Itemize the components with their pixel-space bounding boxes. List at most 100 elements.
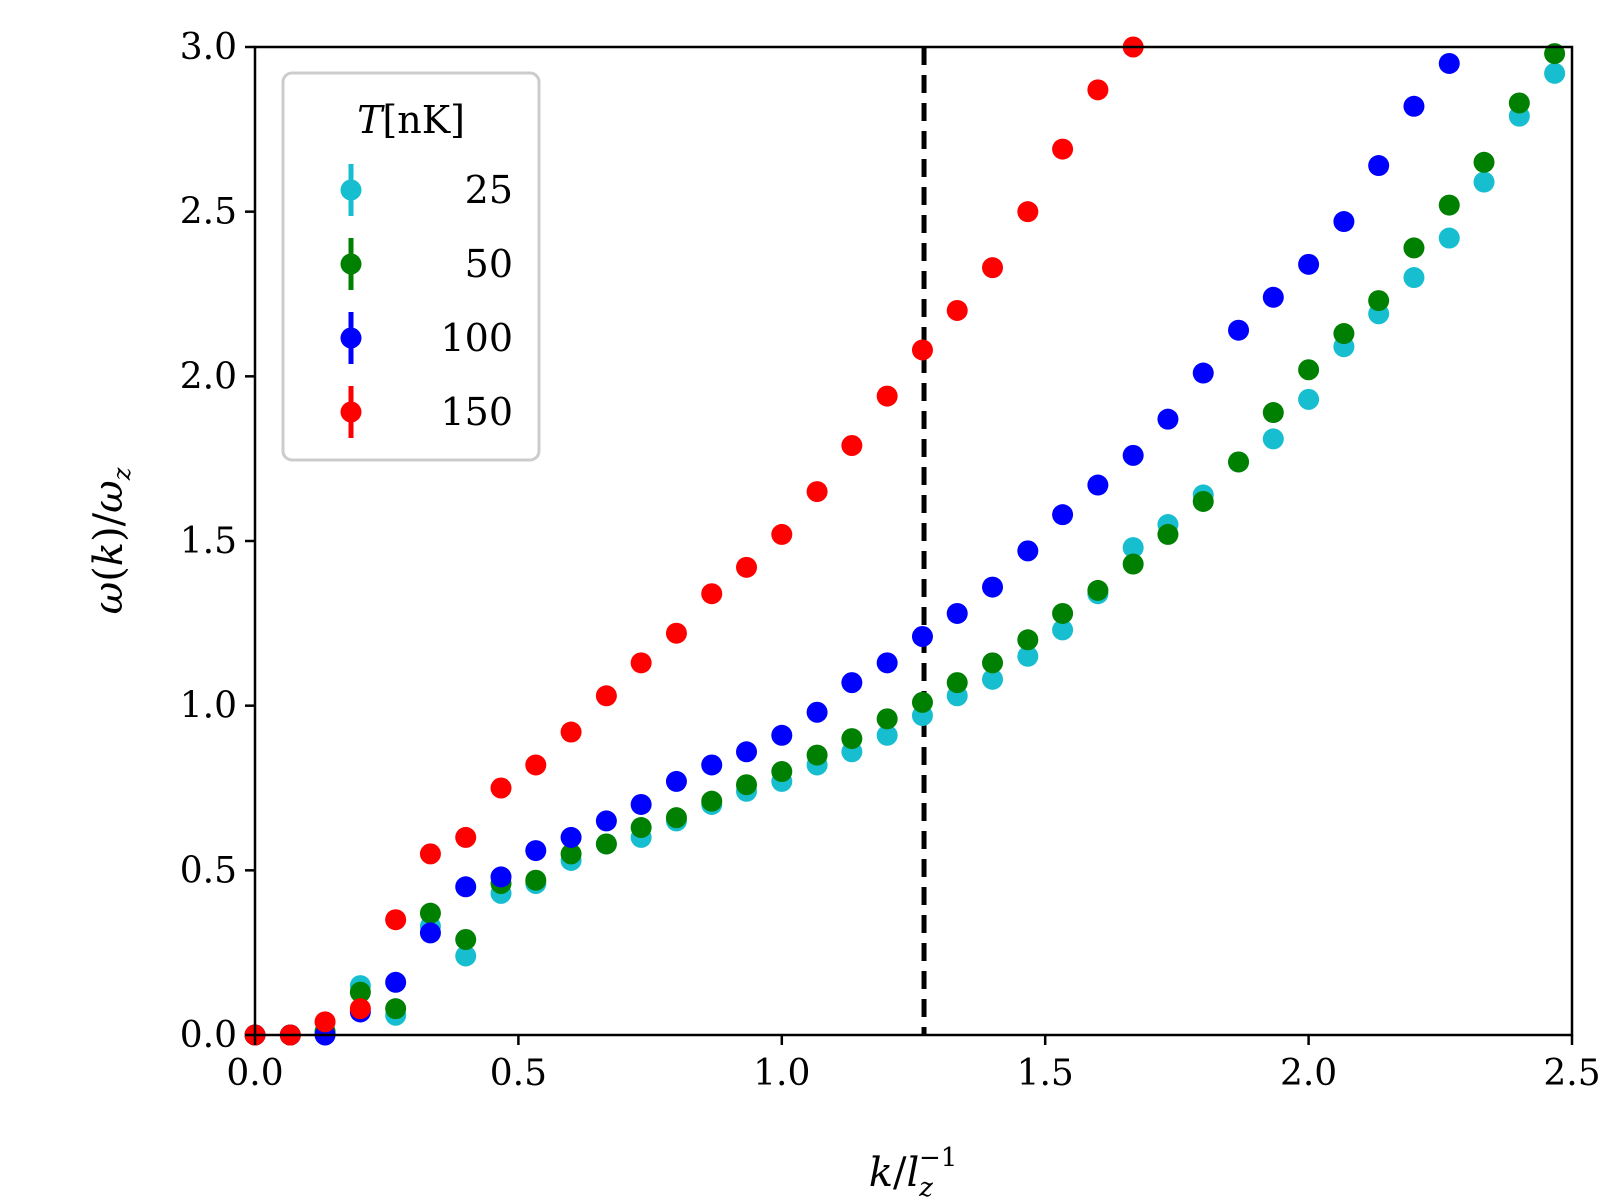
data-point	[1087, 474, 1109, 496]
y-tick-label: 0.0	[180, 1015, 237, 1056]
data-point	[455, 945, 477, 967]
data-point	[490, 777, 512, 799]
data-point	[1192, 490, 1214, 512]
y-tick-label: 2.5	[180, 192, 237, 233]
data-point	[314, 1011, 336, 1033]
legend-marker	[340, 253, 362, 275]
data-point	[876, 724, 898, 746]
data-point	[630, 652, 652, 674]
data-point	[911, 339, 933, 361]
y-tick-label: 1.0	[180, 686, 237, 727]
y-tick-label: 3.0	[180, 27, 237, 68]
data-point	[806, 744, 828, 766]
legend-entry: 100	[340, 312, 513, 364]
data-point	[1122, 553, 1144, 575]
legend-entry: 50	[340, 238, 513, 290]
data-point	[1438, 52, 1460, 74]
legend-entry: 25	[340, 164, 513, 216]
data-point	[771, 761, 793, 783]
data-point	[736, 556, 758, 578]
data-point	[665, 807, 687, 829]
data-point	[771, 523, 793, 545]
data-point	[701, 754, 723, 776]
data-point	[1438, 194, 1460, 216]
data-point	[490, 866, 512, 888]
data-point	[1333, 211, 1355, 233]
data-point	[1438, 227, 1460, 249]
legend-label: 50	[465, 242, 513, 286]
data-point	[876, 652, 898, 674]
data-point	[525, 754, 547, 776]
x-axis-label: k/lz−1	[869, 1143, 958, 1200]
data-point	[911, 691, 933, 713]
data-point	[1508, 92, 1530, 114]
x-tick-label: 2.5	[1543, 1053, 1600, 1094]
data-point	[806, 701, 828, 723]
data-point	[1157, 523, 1179, 545]
data-point	[1473, 151, 1495, 173]
data-point	[665, 622, 687, 644]
legend-label: 25	[465, 168, 513, 212]
data-point	[982, 257, 1004, 279]
data-point	[1157, 408, 1179, 430]
data-point	[1298, 388, 1320, 410]
data-point	[665, 770, 687, 792]
data-point	[1228, 319, 1250, 341]
legend-marker	[340, 327, 362, 349]
x-tick-label: 0.5	[490, 1053, 547, 1094]
data-point	[349, 981, 371, 1003]
data-point	[1298, 359, 1320, 381]
data-point	[1228, 451, 1250, 473]
data-point	[701, 583, 723, 605]
data-point	[982, 652, 1004, 674]
y-tick-label: 0.5	[180, 850, 237, 891]
data-point	[455, 876, 477, 898]
data-point	[841, 434, 863, 456]
data-point	[1122, 444, 1144, 466]
data-point	[560, 721, 582, 743]
data-point	[876, 385, 898, 407]
x-tick-label: 2.0	[1280, 1053, 1337, 1094]
data-point	[1017, 629, 1039, 651]
legend-title: T[nK]	[357, 98, 465, 142]
data-point	[385, 998, 407, 1020]
legend-label: 150	[440, 390, 513, 434]
data-point	[701, 790, 723, 812]
data-point	[771, 724, 793, 746]
data-point	[1262, 286, 1284, 308]
data-point	[1262, 402, 1284, 424]
legend-box	[281, 71, 541, 462]
data-point	[736, 774, 758, 796]
data-point	[525, 869, 547, 891]
legend-label: 100	[440, 316, 513, 360]
y-axis-label: ω(k)/ωz	[86, 467, 136, 614]
x-tick-label: 1.5	[1017, 1053, 1074, 1094]
y-tick-label: 2.0	[180, 356, 237, 397]
data-point	[1298, 253, 1320, 275]
series-50	[244, 43, 1566, 1046]
data-point	[1262, 428, 1284, 450]
axis-ticks: 0.0 0.5 1.0 1.5 2.0 2.5 0.0 0.5 1.0 1.5 2.0 2.5 3.0	[180, 27, 1600, 1094]
data-point	[946, 672, 968, 694]
data-point	[560, 826, 582, 848]
data-point	[1368, 155, 1390, 177]
data-point	[455, 928, 477, 950]
data-point	[1052, 602, 1074, 624]
legend-entries: 25 50 100 150	[340, 164, 513, 438]
data-point	[1368, 290, 1390, 312]
data-point	[1087, 79, 1109, 101]
data-point	[1052, 138, 1074, 160]
data-point	[1192, 362, 1214, 384]
data-point	[1017, 540, 1039, 562]
data-point	[1017, 201, 1039, 223]
data-point	[1403, 95, 1425, 117]
data-point	[1017, 645, 1039, 667]
data-point	[1087, 579, 1109, 601]
data-point	[385, 971, 407, 993]
data-point	[595, 810, 617, 832]
legend: T[nK] 25 50 100 150	[281, 71, 541, 462]
legend-marker	[340, 401, 362, 423]
data-point	[630, 793, 652, 815]
data-point	[1544, 43, 1566, 65]
